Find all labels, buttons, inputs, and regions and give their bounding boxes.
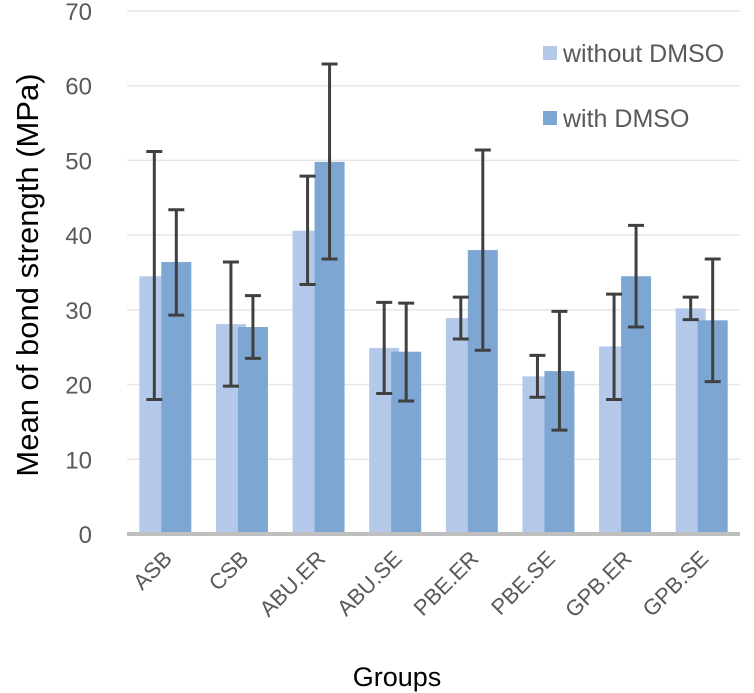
- legend: without DMSO with DMSO: [543, 40, 724, 133]
- error-bars: [146, 62, 721, 432]
- y-axis-title: Mean of bond strength (MPa): [10, 73, 45, 476]
- x-category-label: PBE.SE: [486, 546, 560, 620]
- error-bar: [321, 62, 338, 261]
- error-bar: [529, 353, 546, 399]
- y-tick-label: 70: [65, 0, 92, 26]
- legend-label-with-dmso: with DMSO: [562, 105, 689, 133]
- error-bar: [244, 294, 261, 360]
- y-tick-label: 10: [65, 447, 92, 474]
- error-bar: [551, 309, 568, 432]
- x-axis-title: Groups: [353, 662, 442, 692]
- y-tick-label: 50: [65, 148, 92, 175]
- bar-with-dmso: [237, 327, 268, 534]
- error-bar: [704, 257, 721, 384]
- error-bar: [682, 295, 699, 322]
- error-bar: [452, 295, 469, 341]
- x-category-label: ABU.SE: [332, 546, 407, 621]
- bars: [139, 161, 728, 535]
- error-bar: [222, 260, 239, 388]
- error-bar: [606, 292, 623, 402]
- y-tick-label: 60: [65, 74, 92, 101]
- error-bar: [168, 208, 185, 317]
- error-bar: [474, 148, 491, 352]
- legend-swatch-without-dmso: [543, 46, 557, 60]
- error-bar: [299, 174, 316, 286]
- x-category-label: GPB.SE: [638, 546, 714, 622]
- x-category-label: ASB: [128, 546, 177, 595]
- y-tick-label: 20: [65, 373, 92, 400]
- y-axis-ticks: 0 10 20 30 40 50 60 70: [65, 0, 92, 549]
- error-bar: [146, 149, 163, 402]
- legend-swatch-with-dmso: [543, 111, 557, 125]
- error-bar: [376, 300, 393, 396]
- x-category-label: GPB.ER: [560, 546, 636, 622]
- error-bar: [628, 223, 645, 329]
- y-tick-label: 30: [65, 298, 92, 325]
- x-category-label: CSB: [204, 546, 254, 596]
- y-tick-label: 40: [65, 223, 92, 250]
- x-category-label: ABU.ER: [254, 546, 330, 622]
- x-axis-categories: ASB CSB ABU.ER ABU.SE PBE.ER PBE.SE GPB.ER GPB.…: [128, 546, 713, 622]
- x-category-label: PBE.ER: [409, 546, 484, 621]
- error-bar: [398, 301, 415, 403]
- legend-label-without-dmso: without DMSO: [562, 40, 724, 68]
- y-tick-label: 0: [79, 522, 92, 549]
